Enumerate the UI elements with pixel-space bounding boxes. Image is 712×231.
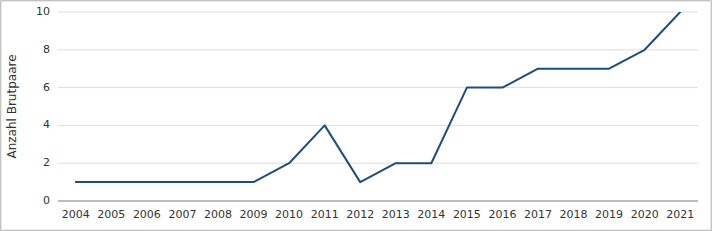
x-tick-label: 2009	[240, 208, 268, 221]
x-tick-label: 2008	[204, 208, 232, 221]
x-tick-label: 2018	[560, 208, 588, 221]
x-tick-label: 2014	[417, 208, 445, 221]
grid-line	[58, 12, 698, 13]
frame	[1, 1, 712, 231]
x-tick-label: 2016	[488, 208, 516, 221]
grid-line	[58, 125, 698, 126]
x-tick-label: 2019	[595, 208, 623, 221]
x-tick-label: 2012	[346, 208, 374, 221]
x-tick-label: 2010	[275, 208, 303, 221]
x-tick-label: 2004	[62, 208, 90, 221]
grid-line	[58, 49, 698, 50]
grid-line	[58, 163, 698, 164]
chart-container: 0 2 4 6 8 10 2004 2005 2006 2007 2008 2009 2010 2011 2…	[0, 0, 712, 231]
y-axis-label: Anzahl Brutpaare	[5, 54, 19, 158]
x-tick-label: 2015	[453, 208, 481, 221]
x-tick-label: 2006	[133, 208, 161, 221]
y-tick-label: 2	[43, 156, 50, 169]
y-tick-label: 6	[43, 81, 50, 94]
x-axis-line	[58, 201, 698, 202]
y-tick-label: 0	[43, 194, 50, 207]
x-tick-label: 2011	[311, 208, 339, 221]
grid-line	[58, 87, 698, 88]
data-line	[76, 12, 680, 182]
x-tick-label: 2005	[97, 208, 125, 221]
y-tick-label: 10	[36, 5, 50, 18]
y-tick-label: 8	[43, 43, 50, 56]
x-tick-label: 2013	[382, 208, 410, 221]
x-tick-label: 2020	[631, 208, 659, 221]
x-tick-label: 2021	[666, 208, 694, 221]
chart: 0 2 4 6 8 10 2004 2005 2006 2007 2008 2009 2010 2011 2…	[0, 0, 712, 231]
x-tick-label: 2007	[168, 208, 196, 221]
y-tick-label: 4	[43, 118, 50, 131]
plot-area	[76, 12, 680, 182]
x-tick-label: 2017	[524, 208, 552, 221]
y-grid	[58, 12, 698, 201]
grid-line	[58, 201, 698, 202]
